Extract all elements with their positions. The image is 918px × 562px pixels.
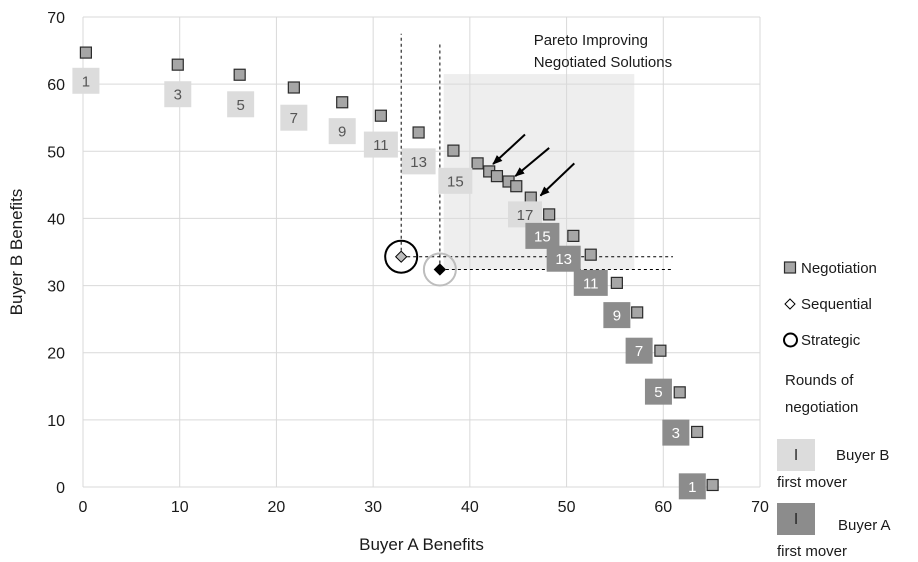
negotiation-point	[490, 170, 504, 183]
buyer-a-round-label-box	[662, 419, 690, 446]
buyer-b-round-label: 7	[290, 110, 298, 127]
negotiation-point	[631, 306, 644, 319]
annotation-arrow	[539, 162, 575, 197]
strategic-point	[384, 239, 419, 274]
negotiation-point	[543, 208, 556, 221]
negotiation-point	[233, 68, 246, 81]
negotiation-point	[673, 386, 686, 399]
buyer-a-round-label: 15	[534, 228, 551, 245]
negotiation-point	[471, 157, 484, 170]
negotiation-point	[706, 478, 719, 492]
buyer-a-round-label: 9	[613, 308, 621, 325]
buyer-b-round-label-box	[227, 91, 255, 118]
negotiation-point	[510, 180, 523, 193]
y-tick-label: 50	[47, 144, 65, 161]
negotiation-point	[79, 46, 93, 59]
buyer-b-round-label-box	[438, 167, 473, 194]
legend-sequential-label: Sequential	[801, 296, 872, 313]
negotiation-point	[610, 276, 623, 289]
buyer-a-round-label-box	[573, 269, 608, 296]
negotiation-point	[336, 96, 349, 109]
negotiation-point	[654, 344, 667, 357]
y-tick-label: 0	[56, 480, 65, 497]
x-tick-label: 70	[751, 499, 769, 516]
y-axis-title: Buyer B Benefits	[7, 189, 26, 316]
buyer-b-round-label-box	[328, 118, 356, 145]
legend-buyer-a-swatch	[777, 503, 815, 535]
y-tick-label: 40	[47, 211, 65, 228]
buyer-b-round-label: 3	[174, 87, 182, 104]
legend-buyer-b-swatch-label: l	[794, 447, 797, 464]
buyer-b-round-label: 11	[373, 137, 389, 154]
legend-buyer-b-label: first mover	[777, 474, 847, 491]
buyer-b-round-label: 13	[410, 154, 427, 171]
legend-strategic-label: Strategic	[801, 332, 861, 349]
negotiation-point	[374, 109, 387, 122]
buyer-a-round-label: 7	[635, 343, 643, 360]
buyer-b-round-label: 1	[82, 73, 90, 90]
buyer-a-round-label-box	[644, 378, 672, 405]
buyer-a-round-label: 5	[654, 384, 662, 401]
buyer-a-round-label-box	[678, 473, 706, 500]
legend-buyer-a-label: first mover	[777, 543, 847, 560]
negotiation-point	[584, 248, 597, 261]
negotiation-point	[171, 58, 184, 71]
x-tick-label: 40	[461, 499, 479, 516]
buyer-b-round-label: 9	[338, 124, 346, 141]
negotiation-point	[691, 425, 704, 439]
annotation-arrow	[514, 147, 550, 177]
negotiation-point	[287, 81, 300, 94]
negotiation-point	[447, 144, 460, 157]
x-tick-label: 50	[558, 499, 576, 516]
buyer-b-round-label: 17	[517, 207, 534, 224]
negotiation-point	[567, 229, 580, 242]
legend-buyer-b-label: Buyer B	[836, 447, 889, 464]
annotation-arrow	[492, 133, 526, 165]
y-tick-label: 30	[47, 279, 65, 296]
buyer-b-round-label: 15	[447, 173, 464, 190]
buyer-a-round-label: 11	[583, 275, 599, 292]
x-tick-label: 20	[268, 499, 286, 516]
negotiation-point	[412, 126, 425, 139]
buyer-a-round-label-box	[546, 245, 581, 272]
y-tick-label: 10	[47, 413, 65, 430]
buyer-b-round-label-box	[363, 131, 398, 158]
buyer-a-round-label-box	[603, 302, 631, 329]
x-tick-label: 10	[171, 499, 189, 516]
legend-sequential-swatch	[784, 298, 796, 310]
buyer-b-round-label-box	[280, 104, 308, 131]
legend-buyer-b-swatch	[777, 439, 815, 471]
x-tick-label: 30	[364, 499, 382, 516]
legend-buyer-a-label: Buyer A	[838, 517, 891, 534]
y-tick-label: 20	[47, 346, 65, 363]
sequential-point	[433, 263, 447, 276]
x-tick-label: 60	[654, 499, 672, 516]
buyer-a-round-label: 3	[672, 425, 680, 442]
legend-rounds-title: Rounds of	[785, 372, 854, 389]
legend-strategic-swatch	[783, 332, 798, 348]
buyer-a-round-label: 1	[688, 479, 696, 496]
buyer-b-round-label-box	[401, 148, 436, 175]
legend-negotiation-label: Negotiation	[801, 260, 877, 277]
buyer-a-round-label: 13	[555, 251, 572, 268]
buyer-b-round-label: 5	[236, 97, 244, 114]
sequential-point	[394, 250, 408, 263]
pareto-annotation: Negotiated Solutions	[534, 54, 672, 71]
pareto-annotation: Pareto Improving	[534, 32, 648, 49]
x-axis-title: Buyer A Benefits	[359, 535, 484, 554]
buyer-b-round-label-box	[72, 67, 100, 94]
legend-rounds-title: negotiation	[785, 399, 858, 416]
x-tick-label: 0	[79, 499, 88, 516]
buyer-b-round-label-box	[164, 81, 192, 108]
y-tick-label: 70	[47, 10, 65, 27]
buyer-a-round-label-box	[625, 337, 653, 364]
legend-buyer-a-swatch-label: l	[794, 511, 797, 528]
buyer-a-round-label-box	[525, 222, 560, 249]
legend-negotiation-swatch	[783, 261, 797, 274]
y-tick-label: 60	[47, 77, 65, 94]
strategic-point	[422, 252, 457, 287]
